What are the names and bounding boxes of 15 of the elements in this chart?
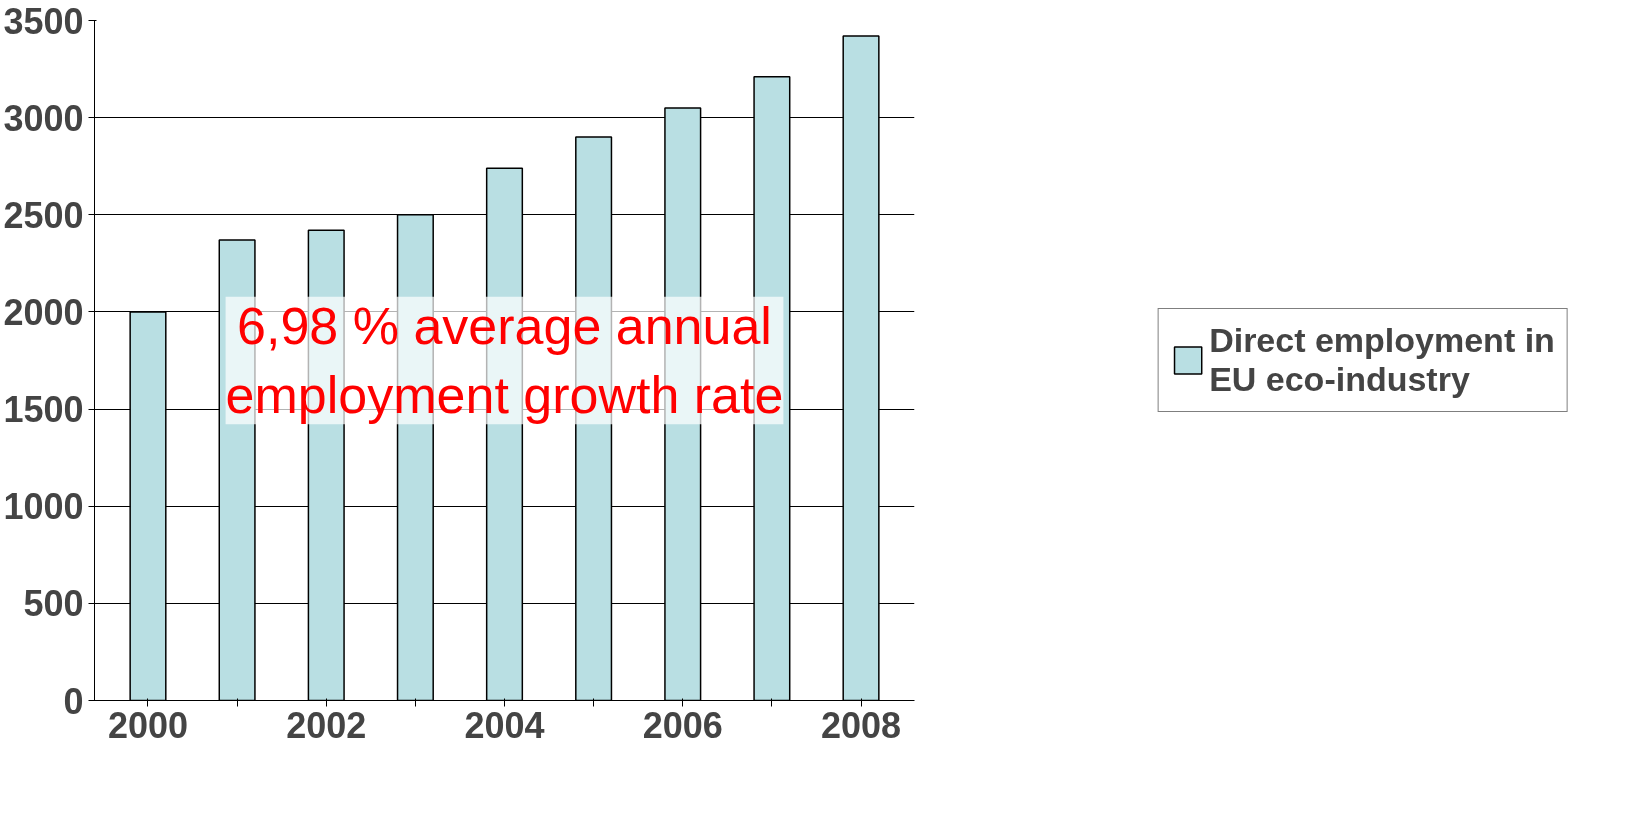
- x-tick-label: 2006: [642, 704, 723, 746]
- y-tick-label: 2000: [3, 291, 84, 333]
- x-tick-label: 2004: [464, 704, 545, 746]
- x-tick-label: 2002: [286, 704, 367, 746]
- y-tick-label: 1500: [3, 389, 84, 431]
- y-tick-label: 500: [23, 583, 84, 625]
- y-tick-label: 3000: [3, 97, 84, 139]
- y-tick-label: 1000: [3, 486, 84, 528]
- annotation: 6,98 % average annual employment growth rate: [225, 296, 784, 425]
- legend-label: Direct employment in EU eco-industry: [1209, 321, 1555, 399]
- x-tick-label: 2008: [820, 704, 902, 746]
- y-tick-label: 2500: [3, 194, 84, 236]
- y-tick-label: 3500: [3, 0, 84, 42]
- x-tick-label: 2000: [107, 704, 189, 746]
- y-tick-label: 0: [63, 680, 84, 722]
